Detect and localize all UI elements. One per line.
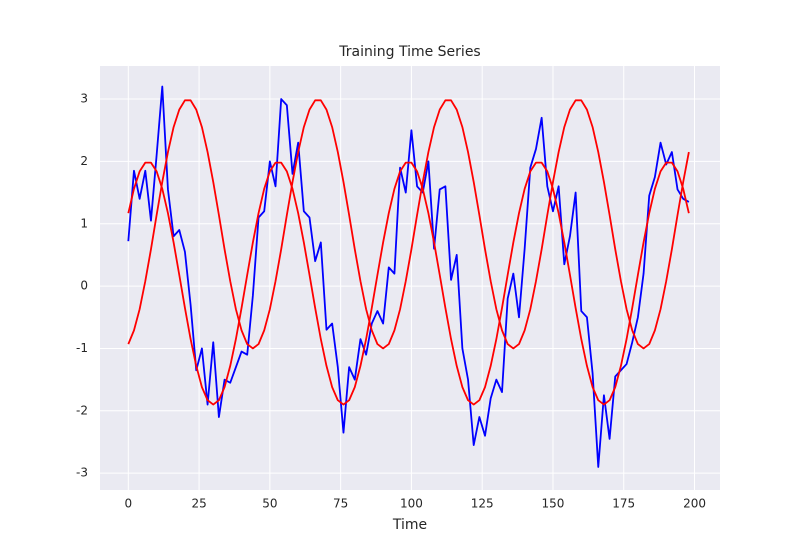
- y-tick-label: 2: [80, 154, 88, 168]
- y-tick-label: -3: [76, 466, 88, 480]
- data-line: [127, 161, 690, 406]
- y-tick-label: 1: [80, 216, 88, 230]
- x-tick-label: 150: [542, 497, 565, 511]
- x-tick-label: 125: [471, 497, 494, 511]
- x-tick-label: 175: [612, 497, 635, 511]
- x-tick-label: 50: [262, 497, 277, 511]
- plot-area: [100, 66, 720, 490]
- chart-title: Training Time Series: [338, 44, 480, 60]
- x-tick-label: 200: [683, 497, 706, 511]
- x-tick-label: 100: [400, 497, 423, 511]
- y-tick-label: 0: [80, 279, 88, 293]
- x-tick-label: 0: [124, 497, 132, 511]
- x-tick-label: 75: [333, 497, 348, 511]
- x-tick-label: 25: [191, 497, 206, 511]
- data-line: [127, 99, 690, 350]
- y-tick-label: -1: [76, 341, 88, 355]
- data-line: [127, 85, 690, 468]
- y-tick-label: -2: [76, 403, 88, 417]
- x-axis-label: Time: [392, 517, 427, 533]
- y-tick-label: 3: [80, 92, 88, 106]
